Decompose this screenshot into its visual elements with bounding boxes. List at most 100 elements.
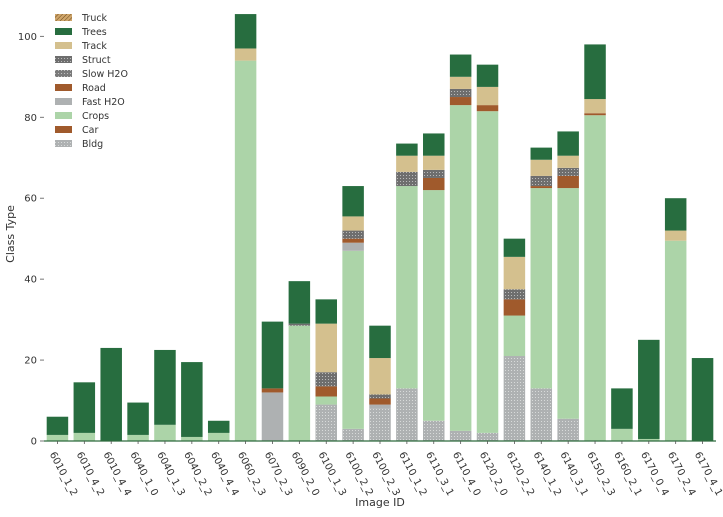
bar-segment-crops-6110_4_0: [449, 105, 472, 431]
legend-label-slow-h2o: Slow H2O: [82, 69, 128, 80]
bar-texture-bldg-6100_2_2: [342, 428, 364, 441]
bar-segment-crops-6110_1_2: [396, 186, 418, 389]
bar-segment-trees-6010_4_2: [73, 382, 96, 433]
bar-segment-crops-6060_2_3: [234, 60, 257, 442]
legend-label-truck: Truck: [81, 13, 108, 24]
bar-segment-trees-6090_2_0: [288, 281, 311, 324]
legend-texture-slow-h2o: [55, 70, 72, 77]
legend-label-struct: Struct: [82, 55, 111, 66]
bar-segment-track-6100_2_2: [342, 216, 364, 231]
bar-texture-struct-6100_2_2: [342, 230, 364, 239]
bar-segment-trees-6070_2_3: [261, 321, 284, 389]
bar-segment-trees-6010_4_4: [100, 347, 122, 441]
legend-label-fast-h2o: Fast H2O: [82, 97, 125, 108]
bar-texture-bldg-6110_3_1: [423, 420, 445, 441]
bar-texture-bldg-6140_1_2: [530, 388, 553, 441]
bar-segment-road-6140_3_1: [557, 175, 579, 189]
bar-segment-road-6150_2_3: [584, 113, 606, 116]
legend-swatch-road: [55, 84, 72, 91]
bar-segment-track-6100_1_3: [315, 323, 337, 373]
bar-segment-road-6110_4_0: [449, 97, 472, 106]
bar-texture-bldg-6140_3_1: [557, 418, 579, 441]
bar-segment-road-6120_2_0: [476, 105, 499, 112]
bar-segment-trees-6170_0_4: [638, 339, 660, 439]
bar-segment-trees-6170_2_4: [664, 198, 687, 231]
legend-texture-struct: [55, 56, 72, 63]
bar-segment-track-6110_3_1: [423, 155, 445, 170]
bar-segment-trees-6110_1_2: [396, 143, 418, 156]
bar-segment-crops-6010_4_2: [73, 432, 96, 441]
bar-segment-trees-6040_1_3: [154, 349, 176, 425]
bar-segment-track-6140_1_2: [530, 159, 553, 176]
legend-texture-bldg: [55, 140, 72, 147]
bar-segment-crops-6040_4_4: [207, 432, 230, 441]
legend-swatch-car: [55, 126, 72, 133]
y-tick-label: 60: [24, 194, 37, 205]
bar-texture-struct-6100_2_3: [369, 394, 391, 399]
legend-swatch-fast-h2o: [55, 98, 72, 105]
bar-segment-trees-6040_2_2: [181, 362, 203, 437]
bar-segment-crops-6160_2_1: [611, 428, 633, 441]
legend-swatch-track: [55, 42, 72, 49]
bar-segment-crops-6140_3_1: [557, 188, 579, 419]
legend-label-crops: Crops: [82, 111, 109, 122]
bar-texture-struct-6110_3_1: [423, 169, 445, 178]
y-tick-label: 40: [24, 275, 37, 286]
bar-texture-bldg-6120_2_2: [503, 356, 526, 441]
bar-segment-road-6100_2_2: [342, 238, 364, 243]
y-tick-label: 20: [24, 356, 37, 367]
y-tick-label: 100: [18, 32, 37, 43]
bar-segment-trees-6100_2_3: [369, 325, 391, 359]
bar-texture-struct-6140_1_2: [530, 175, 553, 187]
bar-segment-track-6100_2_3: [369, 358, 391, 395]
bar-segment-crops-6040_1_0: [127, 434, 149, 441]
bar-segment-track-6060_2_3: [234, 48, 257, 61]
x-tick-label: 6010_1_2: [47, 450, 79, 498]
bar-segment-trees-6120_2_0: [476, 64, 499, 87]
bar-texture-bldg-6100_2_3: [369, 408, 391, 441]
bar-segment-crops-6100_1_3: [315, 396, 337, 405]
bar-segment-crops-6100_2_2: [342, 250, 364, 429]
bar-segment-trees-6110_3_1: [423, 133, 445, 156]
bar-segment-crops-6090_2_0: [288, 325, 311, 441]
bar-segment-track-6170_2_4: [664, 230, 687, 241]
legend-texture-truck: [55, 14, 72, 21]
bar-segment-crops-6120_2_0: [476, 111, 499, 433]
bar-segment-trees-6140_1_2: [530, 147, 553, 160]
y-tick-label: 0: [31, 437, 37, 448]
bar-segment-track-6120_2_2: [503, 256, 526, 290]
bar-texture-struct-6110_4_0: [449, 88, 472, 98]
legend-label-bldg: Bldg: [82, 139, 103, 150]
bar-texture-struct-6120_2_2: [503, 289, 526, 300]
bar-texture-struct-6100_1_3: [315, 372, 337, 387]
bar-segment-trees-6140_3_1: [557, 131, 579, 156]
bar-segment-trees-6160_2_1: [611, 388, 633, 429]
legend-label-trees: Trees: [81, 27, 107, 38]
bar-segment-trees-6170_4_1: [691, 358, 714, 441]
legend-label-track: Track: [81, 41, 107, 52]
bar-segment-track-6110_4_0: [449, 76, 472, 89]
bar-segment-fast-h2o-6100_2_3: [369, 404, 391, 409]
bar-segment-trees-6100_2_2: [342, 186, 364, 217]
bar-segment-crops-6010_1_2: [46, 434, 69, 441]
x-axis-title: Image ID: [355, 496, 405, 509]
legend: Truck Trees Track Struct Slow H2O Road Fast H2…: [55, 13, 128, 150]
bar-texture-struct-6110_1_2: [396, 171, 418, 187]
bar-segment-trees-6040_4_4: [207, 420, 230, 433]
bar-segment-trees-6040_1_0: [127, 402, 149, 435]
bar-segment-trees-6150_2_3: [584, 44, 606, 100]
bar-segment-road-6140_1_2: [530, 186, 553, 189]
bar-segment-crops-6170_2_4: [664, 240, 687, 441]
legend-swatch-crops: [55, 112, 72, 119]
bar-segment-crops-6170_0_4: [638, 438, 660, 441]
bar-segment-road-6070_2_3: [261, 388, 284, 393]
legend-swatch-trees: [55, 28, 72, 35]
bar-segment-track-6140_3_1: [557, 155, 579, 168]
bar-segment-crops-6040_1_3: [154, 424, 176, 441]
bar-texture-bldg-6110_4_0: [449, 430, 472, 441]
bar-texture-struct-6090_2_0: [288, 323, 311, 326]
bar-segment-road-6120_2_2: [503, 299, 526, 316]
bar-segment-trees-6100_1_3: [315, 299, 337, 324]
